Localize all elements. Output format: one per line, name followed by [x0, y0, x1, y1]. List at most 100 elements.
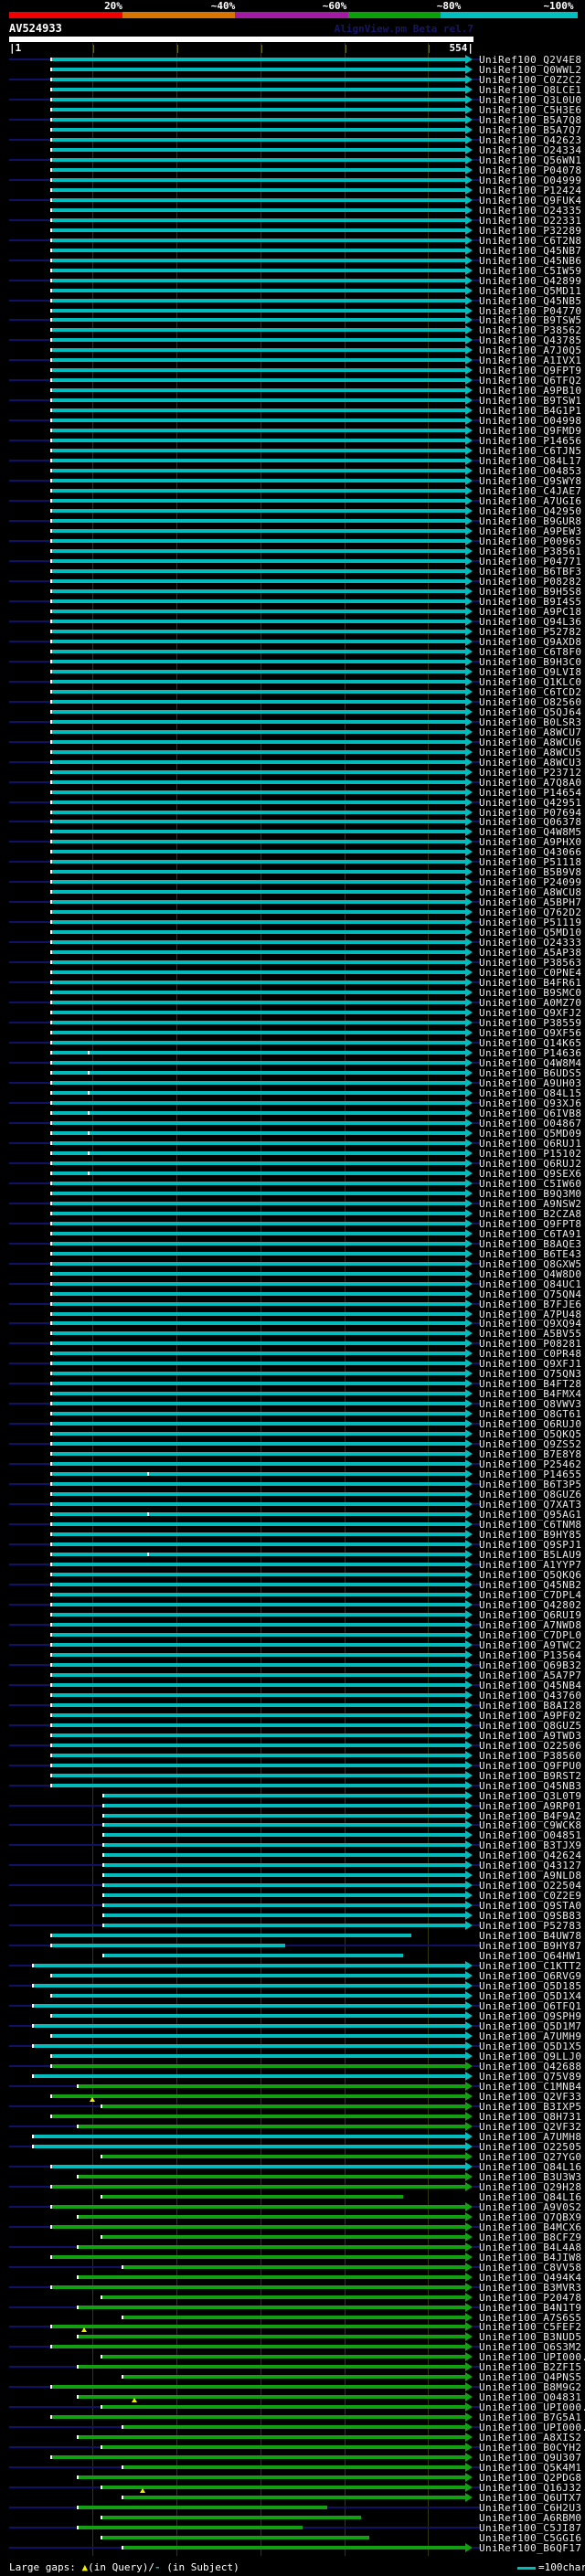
hit-label[interactable]: UniRef100_Q762D2 — [479, 906, 582, 918]
hit-label[interactable]: UniRef100_Q04831 — [479, 2391, 582, 2403]
hit-label[interactable]: UniRef100_Q56WN1 — [479, 154, 582, 166]
hit-label[interactable]: UniRef100_C5FEF2 — [479, 2321, 582, 2333]
hit-label[interactable]: UniRef100_P07694 — [479, 807, 582, 819]
hit-bar[interactable] — [50, 1071, 465, 1075]
hit-bar[interactable] — [50, 68, 465, 71]
hit-label[interactable]: UniRef100_O24333 — [479, 937, 582, 949]
hit-label[interactable]: UniRef100_Q5D1X5 — [479, 2041, 582, 2052]
hit-label[interactable]: UniRef100_Q5MD09 — [479, 1128, 582, 1140]
hit-label[interactable]: UniRef100_Q42951 — [479, 797, 582, 809]
hit-label[interactable]: UniRef100_C5GGI6 — [479, 2532, 582, 2544]
hit-bar[interactable] — [50, 168, 465, 172]
hit-label[interactable]: UniRef100_A0MZ70 — [479, 997, 582, 1009]
hit-bar[interactable] — [50, 2285, 465, 2289]
hit-bar[interactable] — [50, 259, 465, 262]
hit-bar[interactable] — [50, 309, 465, 313]
hit-label[interactable]: UniRef100_Q9XFJ1 — [479, 1358, 582, 1370]
hit-label[interactable]: UniRef100_P24099 — [479, 876, 582, 888]
hit-bar[interactable] — [50, 660, 465, 663]
hit-bar[interactable] — [50, 289, 465, 292]
hit-bar[interactable] — [101, 2536, 369, 2539]
hit-bar[interactable] — [50, 1623, 465, 1627]
hit-bar[interactable] — [50, 1733, 465, 1737]
hit-label[interactable]: UniRef100_P14654 — [479, 787, 582, 799]
hit-label[interactable]: UniRef100_B9H5S8 — [479, 586, 582, 598]
hit-label[interactable]: UniRef100_P51118 — [479, 856, 582, 868]
hit-label[interactable]: UniRef100_Q45NB6 — [479, 255, 582, 267]
hit-label[interactable]: UniRef100_Q6TFQ2 — [479, 375, 582, 387]
hit-bar[interactable] — [50, 930, 465, 934]
hit-label[interactable]: UniRef100_Q8GT61 — [479, 1408, 582, 1420]
hit-label[interactable]: UniRef100_Q43127 — [479, 1860, 582, 1871]
hit-label[interactable]: UniRef100_A7UMH9 — [479, 2030, 582, 2042]
hit-bar[interactable] — [50, 249, 465, 252]
hit-label[interactable]: UniRef100_Q4W8M5 — [479, 826, 582, 838]
hit-bar[interactable] — [50, 670, 465, 673]
hit-label[interactable]: UniRef100_C5IW59 — [479, 265, 582, 277]
hit-label[interactable]: UniRef100_Q2PDG8 — [479, 2472, 582, 2484]
hit-label[interactable]: UniRef100_B9HY85 — [479, 1529, 582, 1541]
hit-label[interactable]: UniRef100_Q5D185 — [479, 1980, 582, 1992]
hit-label[interactable]: UniRef100_P04770 — [479, 305, 582, 317]
hit-bar[interactable] — [77, 2215, 465, 2219]
hit-label[interactable]: UniRef100_B5A7Q8 — [479, 114, 582, 126]
hit-label[interactable]: UniRef100_P38563 — [479, 957, 582, 969]
hit-bar[interactable] — [102, 1843, 465, 1847]
hit-label[interactable]: UniRef100_A5AP38 — [479, 947, 582, 959]
hit-bar[interactable] — [50, 970, 465, 974]
hit-label[interactable]: UniRef100_A7PU48 — [479, 1309, 582, 1320]
hit-bar[interactable] — [77, 2306, 465, 2309]
hit-label[interactable]: UniRef100_C4JAE7 — [479, 485, 582, 497]
hit-label[interactable]: UniRef100_A9PHX0 — [479, 836, 582, 848]
hit-label[interactable]: UniRef100_Q9FPT9 — [479, 365, 582, 376]
hit-label[interactable]: UniRef100_A9PC18 — [479, 606, 582, 618]
hit-label[interactable]: UniRef100_B4FT28 — [479, 1378, 582, 1390]
hit-bar[interactable] — [50, 2415, 465, 2419]
hit-bar[interactable] — [50, 1522, 465, 1526]
hit-label[interactable]: UniRef100_B3U3W3 — [479, 2171, 582, 2183]
hit-bar[interactable] — [50, 1553, 465, 1556]
hit-label[interactable]: UniRef100_P08282 — [479, 576, 582, 588]
hit-label[interactable]: UniRef100_B8M9G2 — [479, 2381, 582, 2393]
hit-bar[interactable] — [50, 1392, 465, 1395]
hit-label[interactable]: UniRef100_Q9XQ94 — [479, 1318, 582, 1330]
hit-bar[interactable] — [50, 348, 465, 352]
hit-label[interactable]: UniRef100_B6UDS5 — [479, 1067, 582, 1079]
hit-bar[interactable] — [50, 1492, 465, 1496]
hit-label[interactable]: UniRef100_C6TNM8 — [479, 1519, 582, 1531]
hit-bar[interactable] — [50, 1101, 465, 1105]
hit-bar[interactable] — [102, 1853, 465, 1857]
hit-label[interactable]: UniRef100_B5A7Q7 — [479, 124, 582, 136]
hit-label[interactable]: UniRef100_Q16J32 — [479, 2482, 582, 2494]
hit-bar[interactable] — [102, 1804, 465, 1807]
hit-bar[interactable] — [50, 1512, 465, 1516]
hit-label[interactable]: UniRef100_B9GUR8 — [479, 515, 582, 527]
hit-label[interactable]: UniRef100_Q5MD10 — [479, 927, 582, 938]
hit-bar[interactable] — [50, 239, 465, 242]
hit-label[interactable]: UniRef100_P12424 — [479, 185, 582, 196]
hit-label[interactable]: UniRef100_Q5QJ64 — [479, 706, 582, 718]
hit-bar[interactable] — [50, 439, 465, 442]
hit-bar[interactable] — [50, 1312, 465, 1316]
hit-bar[interactable] — [50, 1703, 465, 1707]
hit-label[interactable]: UniRef100_O04851 — [479, 1829, 582, 1841]
hit-label[interactable]: UniRef100_B4JIW8 — [479, 2252, 582, 2263]
hit-bar[interactable] — [50, 118, 465, 122]
hit-label[interactable]: UniRef100_C6T8F0 — [479, 646, 582, 658]
hit-label[interactable]: UniRef100_Q29H28 — [479, 2181, 582, 2193]
hit-bar[interactable] — [50, 1744, 465, 1747]
hit-label[interactable]: UniRef100_UPI000.. — [479, 2422, 585, 2433]
hit-label[interactable]: UniRef100_Q3L0T9 — [479, 1790, 582, 1802]
hit-label[interactable]: UniRef100_Q8LCE1 — [479, 84, 582, 96]
hit-label[interactable]: UniRef100_Q4W8D0 — [479, 1268, 582, 1280]
hit-label[interactable]: UniRef100_B9I4S5 — [479, 596, 582, 608]
hit-bar[interactable] — [50, 950, 465, 954]
hit-bar[interactable] — [50, 58, 465, 61]
hit-bar[interactable] — [50, 1663, 465, 1667]
hit-bar[interactable] — [50, 991, 465, 994]
hit-bar[interactable] — [50, 1633, 465, 1637]
hit-label[interactable]: UniRef100_Q84L16 — [479, 2161, 582, 2173]
hit-label[interactable]: UniRef100_Q75QN4 — [479, 1288, 582, 1300]
hit-bar[interactable] — [50, 1242, 465, 1246]
hit-label[interactable]: UniRef100_A9PF02 — [479, 1710, 582, 1722]
